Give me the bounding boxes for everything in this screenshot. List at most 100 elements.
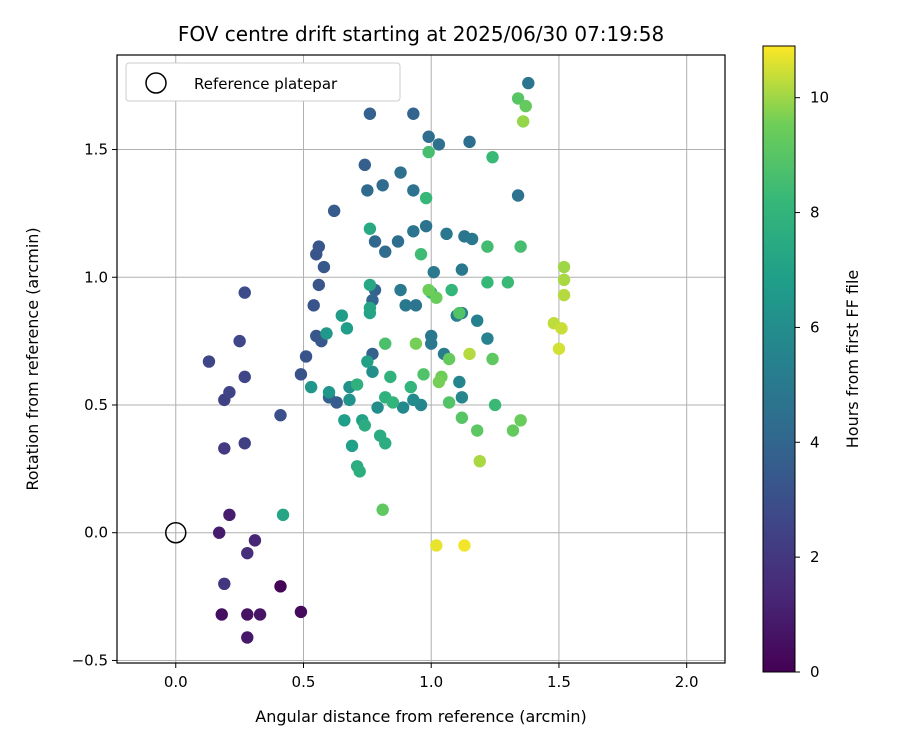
scatter-point: [399, 299, 412, 312]
scatter-point: [241, 546, 254, 560]
scatter-point: [514, 240, 527, 253]
colorbar-ticks: 0 2 4 6 8 10: [795, 89, 829, 681]
scatter-point: [488, 398, 502, 412]
x-tick-label: 1.5: [547, 673, 571, 691]
colorbar: 0 2 4 6 8 10 Hours from first FF file: [762, 45, 862, 681]
scatter-point: [371, 401, 384, 414]
scatter-point: [455, 263, 469, 276]
legend-marker-icon: [145, 72, 167, 94]
scatter-point: [394, 283, 407, 297]
scatter-point: [422, 130, 435, 143]
scatter-point: [422, 283, 435, 297]
scatter-point: [394, 166, 407, 179]
scatter-point: [376, 179, 389, 192]
scatter-point: [299, 350, 313, 363]
scatter-point: [238, 437, 251, 450]
scatter-point: [322, 386, 336, 399]
scatter-point: [407, 393, 420, 407]
scatter-point: [453, 306, 466, 320]
x-tick-label: 1.0: [419, 673, 443, 691]
scatter-point: [312, 278, 326, 292]
chart-title: FOV centre drift starting at 2025/06/30 …: [178, 22, 664, 46]
y-tick-label: 0.5: [84, 396, 108, 414]
scatter-point: [218, 442, 231, 455]
scatter-point: [238, 286, 251, 299]
scatter-point: [453, 375, 466, 389]
scatter-point: [432, 138, 446, 151]
scatter-point: [202, 355, 216, 368]
scatter-point: [248, 534, 262, 547]
scatter-point: [455, 411, 469, 424]
scatter-point: [320, 327, 333, 340]
scatter-point: [363, 301, 377, 315]
scatter-point: [345, 439, 359, 453]
scatter-point: [519, 99, 532, 113]
scatter-point: [294, 605, 308, 619]
scatter-point: [442, 396, 456, 409]
scatter-point: [516, 115, 530, 128]
scatter-point: [233, 334, 246, 348]
scatter-point: [396, 401, 410, 414]
y-tick-label: 1.0: [84, 268, 108, 286]
scatter-point: [455, 391, 469, 404]
scatter-point: [241, 631, 254, 644]
scatter-point: [361, 355, 374, 368]
scatter-point: [361, 184, 374, 197]
scatter-point: [335, 309, 349, 322]
scatter-point: [215, 608, 228, 621]
scatter-point: [407, 225, 420, 238]
scatter-point: [514, 414, 527, 427]
scatter-point: [358, 419, 371, 432]
scatter-point: [404, 380, 417, 394]
scatter-point: [358, 158, 371, 172]
scatter-point: [486, 150, 499, 164]
colorbar-gradient: [762, 45, 796, 673]
scatter-point: [463, 135, 476, 149]
scatter-point: [471, 314, 484, 327]
scatter-point: [557, 273, 571, 287]
reference-platepar-marker: [165, 521, 187, 544]
scatter-point: [463, 347, 476, 361]
scatter-point: [430, 291, 443, 304]
scatter-point: [391, 235, 405, 248]
scatter-point: [425, 337, 438, 350]
scatter-point: [276, 508, 290, 522]
scatter-point: [471, 424, 484, 437]
scatter-point: [557, 260, 571, 274]
scatter-point: [419, 191, 433, 205]
scatter-point: [253, 608, 267, 621]
y-tick-label: 0.0: [84, 524, 108, 542]
scatter-point: [304, 380, 318, 394]
scatter-point: [274, 409, 287, 422]
scatter-point: [419, 219, 433, 233]
colorbar-tick-label: 2: [810, 548, 820, 566]
scatter-point: [552, 342, 566, 355]
scatter-point: [379, 437, 392, 450]
scatter-point: [465, 232, 479, 246]
scatter-point: [501, 276, 515, 289]
colorbar-label: Hours from first FF file: [843, 270, 862, 449]
scatter-point: [368, 235, 382, 248]
scatter-point: [350, 378, 364, 391]
colorbar-tick-label: 0: [810, 663, 820, 681]
scatter-point: [422, 145, 435, 159]
scatter-point: [445, 283, 458, 297]
scatter-point: [312, 240, 326, 253]
scatter-point: [363, 107, 377, 120]
scatter-point: [241, 608, 254, 621]
scatter-point: [432, 375, 446, 389]
scatter-point: [414, 248, 428, 261]
scatter-point: [238, 370, 251, 384]
scatter-point: [384, 370, 397, 384]
scatter-point: [294, 368, 308, 381]
legend-label: Reference platepar: [194, 75, 338, 93]
scatter-point: [307, 299, 320, 312]
scatter-point: [327, 204, 341, 218]
scatter-point: [481, 332, 494, 345]
scatter-point: [557, 288, 571, 302]
scatter-point: [353, 465, 366, 478]
legend: Reference platepar: [125, 62, 401, 102]
colorbar-tick-label: 4: [810, 433, 820, 451]
scatter-point: [458, 539, 471, 552]
